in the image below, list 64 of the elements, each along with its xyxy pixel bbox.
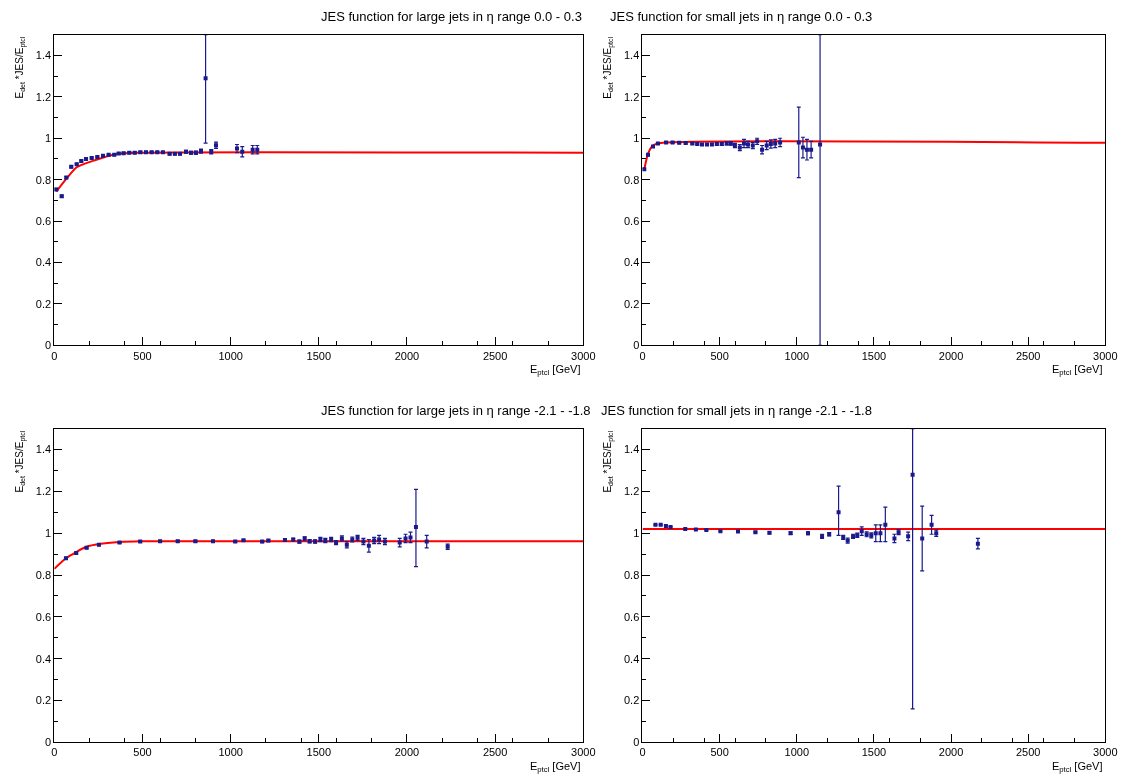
x-tick-label: 500 bbox=[710, 746, 729, 759]
y-tick-label: 1 bbox=[633, 527, 640, 540]
y-tick-label: 0.8 bbox=[623, 173, 640, 186]
x-axis-title: E$_{ptcl}$ [GeV] bbox=[1052, 363, 1103, 378]
chart-title: JES function for large jets in η range -2.1 - -1.8 bbox=[321, 403, 591, 418]
x-tick-label: 2500 bbox=[1015, 746, 1041, 759]
x-tick-label: 2500 bbox=[482, 746, 508, 759]
x-axis-title: E$_{ptcl}$ [GeV] bbox=[530, 760, 581, 775]
x-tick-label: 3000 bbox=[1093, 349, 1118, 362]
y-tick-label: 0.8 bbox=[35, 568, 52, 581]
x-tick-label: 2000 bbox=[394, 746, 420, 759]
x-tick-label: 1500 bbox=[861, 349, 887, 362]
y-tick-label: 0.2 bbox=[35, 694, 52, 707]
x-tick-label: 2500 bbox=[482, 349, 508, 362]
y-tick-label: 0.8 bbox=[35, 173, 52, 186]
chart-title: JES function for small jets in η range 0.0 - 0.3 bbox=[610, 9, 873, 24]
y-tick-label: 0.6 bbox=[623, 610, 640, 623]
x-tick-label: 3000 bbox=[571, 349, 596, 362]
y-tick-label: 1.4 bbox=[35, 443, 52, 456]
y-tick-label: 0.2 bbox=[623, 297, 640, 310]
y-tick-label: 0 bbox=[44, 339, 52, 352]
y-tick-label: 1 bbox=[44, 527, 52, 540]
y-tick-label: 0.4 bbox=[35, 652, 52, 665]
x-tick-label: 3000 bbox=[571, 746, 596, 759]
x-tick-label: 2000 bbox=[938, 349, 964, 362]
x-tick-label: 1000 bbox=[218, 349, 243, 362]
y-tick-label: 0.8 bbox=[623, 568, 640, 581]
y-tick-label: 0 bbox=[44, 736, 52, 749]
y-tick-label: 1.2 bbox=[35, 90, 52, 103]
x-tick-label: 1000 bbox=[784, 746, 810, 759]
y-tick-label: 0.2 bbox=[623, 694, 640, 707]
y-tick-label: 1 bbox=[44, 132, 52, 145]
y-tick-label: 1.4 bbox=[35, 49, 52, 62]
x-tick-label: 500 bbox=[133, 746, 152, 759]
x-tick-label: 1000 bbox=[218, 746, 243, 759]
x-tick-label: 1000 bbox=[784, 349, 810, 362]
y-tick-label: 1.4 bbox=[623, 49, 640, 62]
y-tick-label: 1 bbox=[633, 132, 640, 145]
x-tick-label: 1500 bbox=[861, 746, 887, 759]
y-tick-label: 1.2 bbox=[623, 485, 640, 498]
y-tick-label: 0 bbox=[633, 736, 640, 749]
y-tick-label: 0.4 bbox=[623, 256, 640, 269]
x-tick-label: 3000 bbox=[1093, 746, 1118, 759]
y-tick-label: 1.2 bbox=[623, 90, 640, 103]
x-tick-label: 1500 bbox=[306, 349, 332, 362]
x-axis-title: E$_{ptcl}$ [GeV] bbox=[530, 363, 581, 378]
chart-title: JES function for large jets in η range 0.0 - 0.3 bbox=[321, 9, 582, 24]
x-tick-label: 1500 bbox=[306, 746, 332, 759]
x-axis-title: E$_{ptcl}$ [GeV] bbox=[1052, 760, 1103, 775]
chart-title: JES function for small jets in η range -2.1 - -1.8 bbox=[601, 403, 872, 418]
y-tick-label: 0.2 bbox=[35, 297, 52, 310]
y-tick-label: 0.6 bbox=[35, 214, 52, 227]
x-tick-label: 2500 bbox=[1015, 349, 1041, 362]
y-tick-label: 1.2 bbox=[35, 485, 52, 498]
x-tick-label: 500 bbox=[710, 349, 729, 362]
x-tick-label: 2000 bbox=[394, 349, 420, 362]
x-tick-label: 500 bbox=[133, 349, 152, 362]
y-tick-label: 1.4 bbox=[623, 443, 640, 456]
y-tick-label: 0.4 bbox=[623, 652, 640, 665]
y-tick-label: 0.4 bbox=[35, 256, 52, 269]
x-tick-label: 2000 bbox=[938, 746, 964, 759]
y-tick-label: 0 bbox=[633, 339, 640, 352]
y-tick-label: 0.6 bbox=[623, 214, 640, 227]
y-tick-label: 0.6 bbox=[35, 610, 52, 623]
